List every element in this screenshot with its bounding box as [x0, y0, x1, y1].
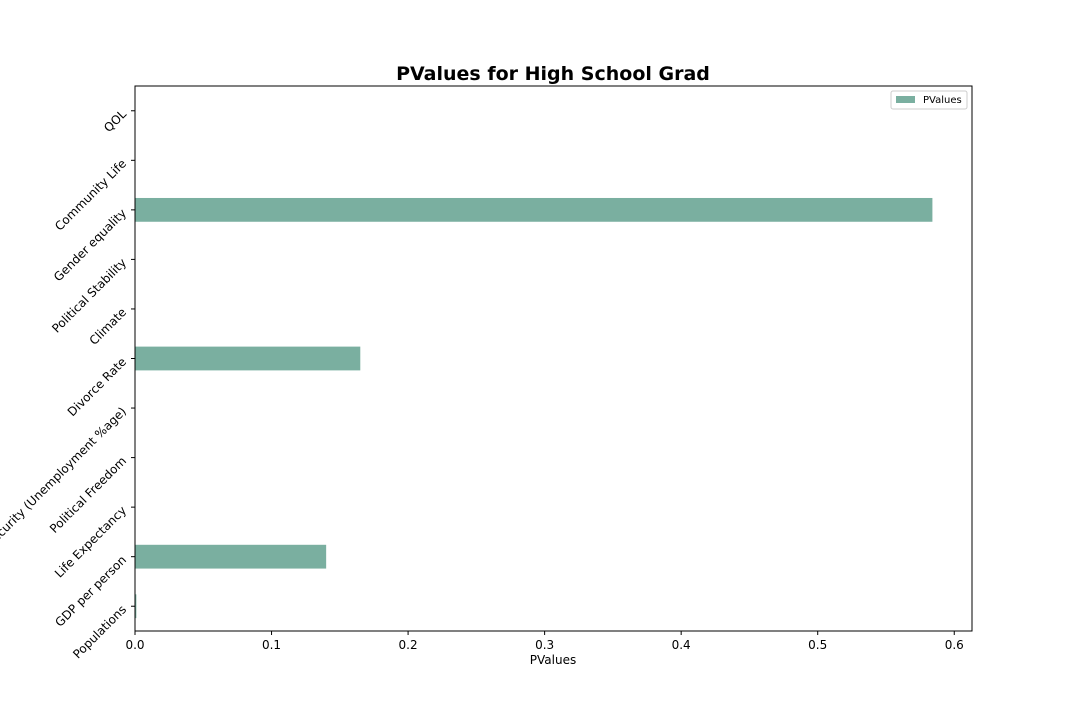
bar: [135, 544, 327, 569]
bar: [135, 594, 137, 619]
x-axis: 0.0 0.1 0.2 0.3 0.4 0.5 0.6: [125, 631, 964, 652]
x-tick-label: 0.1: [262, 638, 281, 652]
bars-group: [135, 197, 933, 619]
legend-swatch: [896, 96, 915, 103]
y-tick-label: QOL: [101, 107, 129, 135]
bar: [135, 346, 361, 371]
x-tick-label: 0.2: [399, 638, 418, 652]
y-tick-label: Job Security (Unemployment %age): [0, 404, 129, 566]
legend-box: [890, 90, 968, 110]
chart-title: PValues for High School Grad: [396, 63, 710, 85]
x-tick-label: 0.5: [808, 638, 827, 652]
x-tick-label: 0.3: [535, 638, 554, 652]
bar: [135, 197, 933, 222]
y-tick-label: Climate: [87, 305, 130, 348]
x-tick-label: 0.4: [672, 638, 691, 652]
x-tick-label: 0.6: [945, 638, 964, 652]
legend-label: PValues: [923, 95, 962, 106]
x-tick-label: 0.0: [125, 638, 144, 652]
legend: PValues: [890, 90, 968, 110]
x-axis-label: PValues: [530, 653, 576, 667]
